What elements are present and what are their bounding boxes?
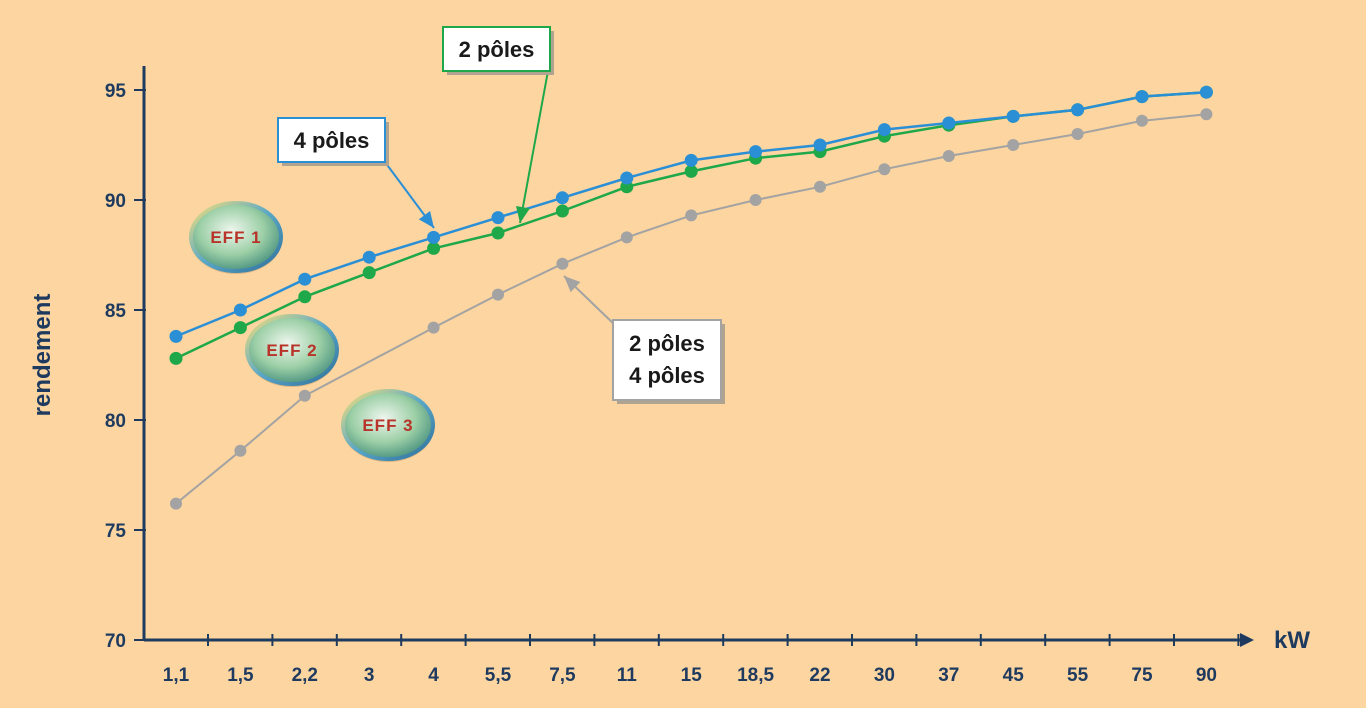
y-tick-label: 95 — [105, 81, 127, 102]
series-line-2-p-les-4-p-les — [175, 113, 1207, 505]
efficiency-class-badges: EFF 1 EFF 2 EFF 3 — [189, 201, 435, 462]
data-point-2-p-les — [555, 204, 569, 218]
data-point-2-p-les-4-p-les — [620, 231, 633, 244]
y-tick-label: 70 — [105, 631, 126, 652]
data-point-4-p-les — [942, 116, 956, 130]
data-point-2-p-les — [362, 266, 376, 280]
data-point-2-p-les-4-p-les — [878, 163, 891, 176]
eff-badge: EFF 2 — [245, 314, 339, 387]
x-tick-label: 1,1 — [163, 665, 190, 686]
x-axis-arrowhead — [1240, 633, 1254, 647]
data-point-4-p-les — [362, 250, 376, 264]
callout-4-poles-text: 4 pôles — [294, 128, 370, 153]
badge-label: EFF 3 — [362, 416, 413, 435]
axes-layer — [134, 66, 1254, 647]
callout-2-poles-box — [442, 26, 551, 72]
callout-eff3-text: 4 pôles — [629, 363, 705, 388]
badge-disc — [341, 389, 435, 461]
badge-disc — [189, 201, 283, 273]
callout-eff3-text: 2 pôles — [629, 331, 705, 356]
data-point-4-p-les — [1006, 109, 1020, 123]
data-point-2-p-les-4-p-les — [1200, 108, 1213, 121]
data-point-4-p-les — [169, 329, 183, 343]
callout-2-poles-arrowhead — [516, 205, 530, 223]
data-point-2-p-les-4-p-les — [942, 150, 955, 162]
data-point-2-p-les-4-p-les — [1136, 114, 1148, 127]
x-tick-label: 5,5 — [485, 665, 512, 686]
x-tick-label: 2,2 — [292, 665, 318, 686]
callout-4-poles-arrowhead — [418, 210, 434, 228]
data-point-2-p-les — [298, 290, 312, 304]
x-tick-label: 45 — [1003, 665, 1025, 686]
data-point-2-p-les-4-p-les — [749, 194, 762, 206]
data-point-2-p-les-4-p-les — [170, 497, 182, 510]
x-tick-label: 18,5 — [737, 665, 774, 686]
callouts-layer: 2 pôles 4 pôles 2 pôles 4 pôles — [277, 26, 725, 404]
callout-eff3-arrowhead — [564, 276, 581, 293]
data-point-4-p-les — [749, 145, 763, 159]
callout-2-poles-text: 2 pôles — [459, 37, 535, 62]
data-point-4-p-les — [1071, 103, 1085, 117]
data-point-4-p-les — [555, 191, 569, 205]
callout-eff3-box — [612, 319, 722, 401]
x-tick-label: 11 — [617, 665, 638, 686]
data-point-2-p-les — [427, 241, 441, 255]
y-axis-label: rendement — [29, 294, 56, 417]
callout-2-poles-leader — [519, 70, 549, 224]
data-point-4-p-les — [1135, 90, 1149, 104]
data-point-4-p-les — [233, 303, 247, 317]
data-point-2-p-les-4-p-les — [1071, 128, 1084, 140]
data-point-4-p-les — [491, 211, 505, 225]
y-tick-label: 90 — [105, 191, 126, 212]
y-tick-label: 75 — [105, 521, 127, 542]
data-point-2-p-les — [233, 321, 247, 335]
callout-4-poles-box — [277, 117, 386, 163]
x-tick-label: 3 — [364, 665, 375, 686]
x-tick-label: 4 — [428, 665, 439, 686]
badge-label: EFF 2 — [266, 341, 317, 360]
data-point-2-p-les-4-p-les — [556, 257, 569, 270]
data-point-4-p-les — [877, 123, 891, 137]
data-point-2-p-les — [684, 164, 698, 178]
x-tick-label: 22 — [809, 665, 830, 686]
y-tick-label: 85 — [105, 301, 127, 322]
eff-badge: EFF 3 — [341, 389, 435, 462]
tick-labels: 70 75 80 85 90 95 1,1 1,5 2,2 3 4 5,5 7,5 11 15 18,5 22 3… — [105, 81, 1217, 686]
data-point-2-p-les-4-p-les — [814, 180, 826, 193]
data-point-4-p-les — [1199, 85, 1213, 99]
x-tick-label: 30 — [874, 665, 895, 686]
badge-label: EFF 1 — [210, 228, 261, 247]
data-point-2-p-les-4-p-les — [685, 209, 698, 222]
data-point-2-p-les — [491, 226, 505, 240]
eff-badge: EFF 1 — [189, 201, 283, 274]
data-point-2-p-les-4-p-les — [492, 288, 504, 301]
data-point-4-p-les — [427, 230, 441, 244]
x-tick-label: 37 — [938, 665, 959, 686]
data-point-4-p-les — [620, 171, 634, 185]
data-point-4-p-les — [298, 272, 312, 286]
data-point-2-p-les — [169, 351, 183, 365]
data-point-2-p-les-4-p-les — [427, 321, 440, 334]
x-axis-label: kW — [1274, 627, 1310, 654]
x-tick-label: 75 — [1131, 665, 1153, 686]
x-tick-label: 7,5 — [549, 665, 576, 686]
data-point-2-p-les-4-p-les — [298, 389, 311, 402]
y-tick-label: 80 — [105, 411, 126, 432]
data-point-4-p-les — [813, 138, 827, 152]
x-tick-label: 90 — [1196, 665, 1217, 686]
data-point-4-p-les — [684, 153, 698, 167]
data-point-2-p-les-4-p-les — [1007, 139, 1020, 151]
x-tick-label: 1,5 — [227, 665, 254, 686]
x-tick-label: 15 — [681, 665, 703, 686]
data-point-2-p-les-4-p-les — [234, 444, 247, 457]
series-layer — [169, 85, 1213, 510]
badge-disc — [245, 314, 339, 386]
x-tick-label: 55 — [1067, 665, 1089, 686]
